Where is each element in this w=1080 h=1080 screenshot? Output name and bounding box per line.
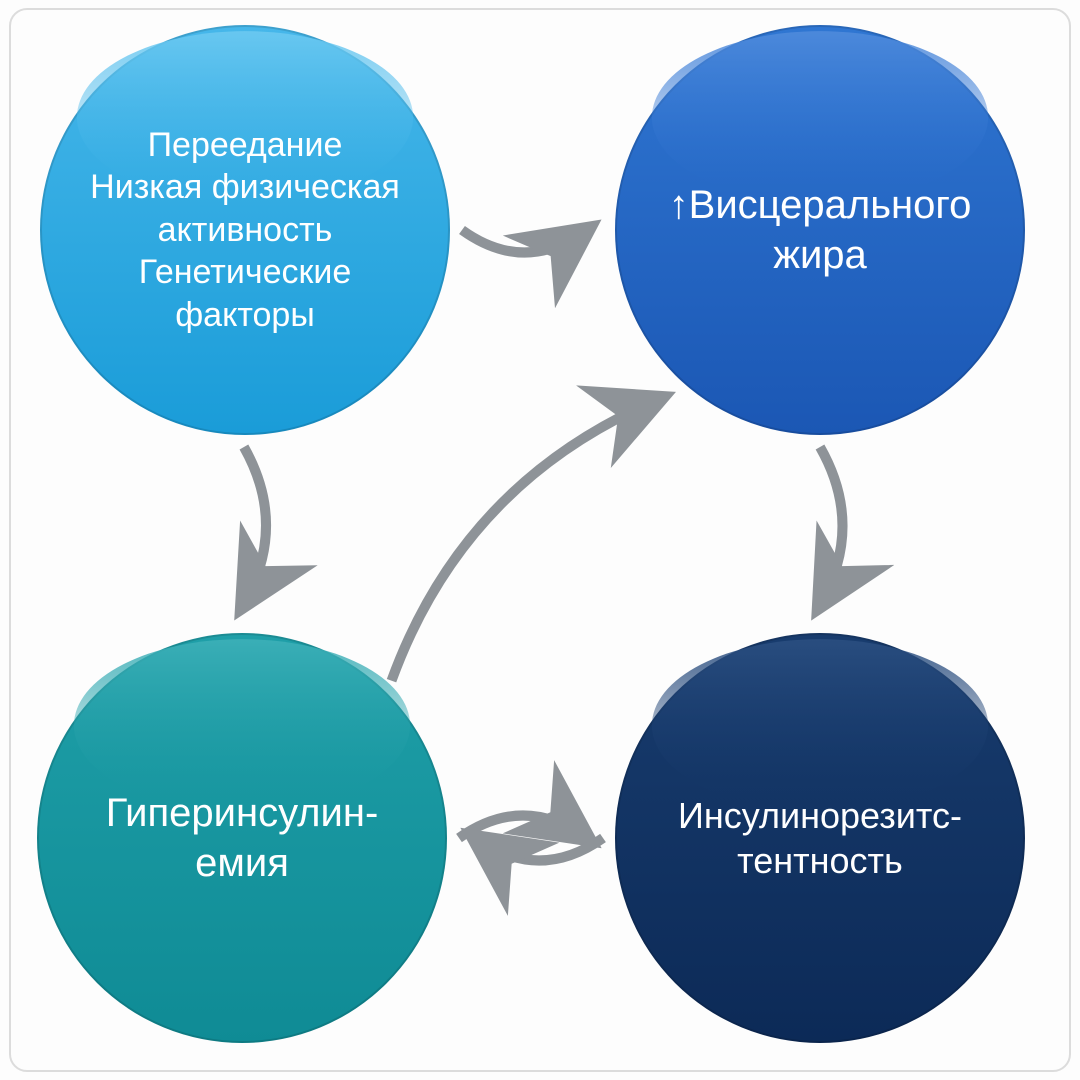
node-visceral-text: ↑Висцерального жира <box>669 180 972 280</box>
node-causes-label: Переедание Низкая физическая активность … <box>40 25 450 435</box>
node-hyperinsulin-label: Гиперинсулин- емия <box>37 633 447 1043</box>
node-resistance-text: Инсулинорезитс- тентность <box>678 793 962 883</box>
node-causes-text: Переедание Низкая физическая активность … <box>90 124 400 337</box>
node-visceral-label: ↑Висцерального жира <box>615 25 1025 435</box>
node-hyperinsulin-text: Гиперинсулин- емия <box>106 788 379 888</box>
edge-hyperinsulin-to-visceral <box>392 399 660 681</box>
edge-causes-to-visceral <box>462 230 587 253</box>
diagram-stage: Переедание Низкая физическая активность … <box>0 0 1080 1080</box>
node-resistance-label: Инсулинорезитс- тентность <box>615 633 1025 1043</box>
edge-visceral-to-resistance <box>820 447 843 605</box>
edge-causes-to-hyperinsulin <box>243 447 266 605</box>
